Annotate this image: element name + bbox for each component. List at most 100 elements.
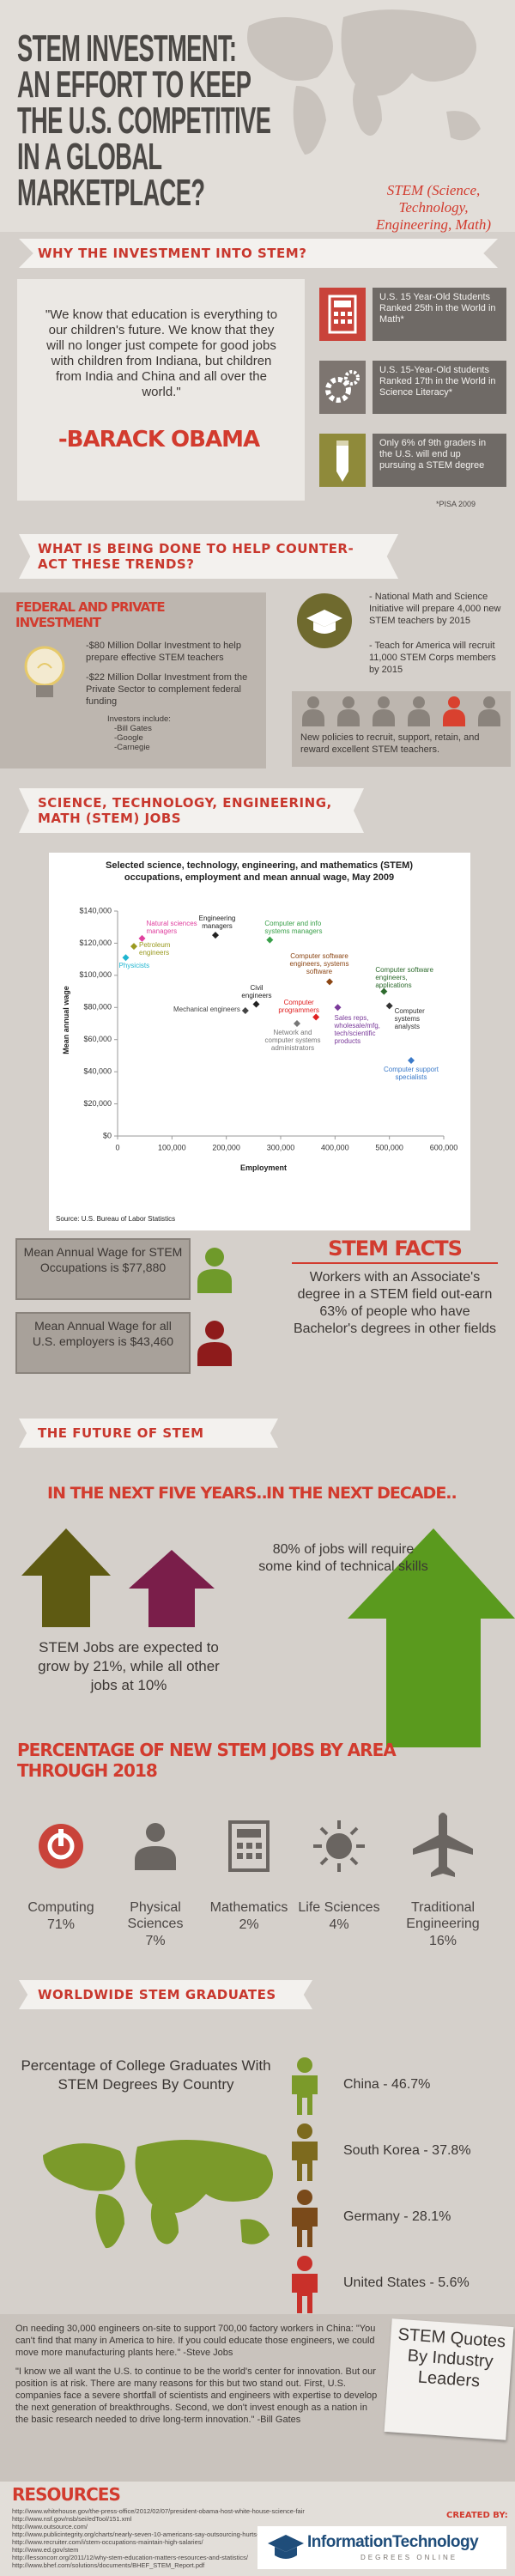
program: - National Math and Science Initiative w…: [369, 592, 501, 626]
teacher-body: [478, 709, 500, 726]
area-icons: [39, 1813, 473, 1877]
person-head: [297, 2123, 312, 2139]
investors: Investors include: -Bill Gates -Google -…: [107, 714, 171, 752]
country-label: Germany - 28.1%: [343, 2209, 451, 2224]
y-tick-label: $100,000: [79, 970, 112, 979]
scatter-chart: $0 $20,000 $40,000 $60,000 $80,000 $100,000 $1…: [49, 853, 470, 1230]
investors-title: Investors include:: [107, 714, 171, 724]
chart-source: Source: U.S. Bureau of Labor Statistics: [56, 1215, 176, 1223]
point: [212, 932, 219, 939]
icon-shape: [146, 1823, 165, 1842]
icon-shape: [129, 1550, 215, 1627]
icon-shape: [197, 1269, 232, 1293]
point: [122, 954, 130, 962]
area: Physical Sciences 7%: [104, 1899, 207, 1950]
facts-title: STEM FACTS: [292, 1236, 498, 1264]
federal-title: FEDERAL AND PRIVATE INVESTMENT: [15, 599, 166, 630]
teacher-head: [342, 696, 354, 708]
icon-shape: [135, 2140, 273, 2214]
person-head: [297, 2256, 312, 2271]
point-label: Computer programmers: [278, 998, 319, 1014]
investor: -Bill Gates: [114, 724, 152, 733]
icon-shape: [237, 1853, 243, 1859]
icon-shape: [237, 1829, 261, 1838]
icon-shape: [319, 1856, 329, 1866]
icon-shape: [293, 86, 326, 155]
area-share: 71%: [46, 1917, 76, 1932]
subtitle: STEM (Science, Technology, Engineering, …: [375, 182, 492, 233]
icon-shape: [313, 622, 336, 634]
icon-shape: [197, 1342, 232, 1366]
point: [252, 1000, 260, 1008]
icon-shape: [334, 301, 351, 307]
wage-box: Mean Annual Wage for all U.S. employers …: [15, 1312, 191, 1374]
teacher-body: [337, 709, 360, 726]
point-label: Computer support specialists: [383, 1066, 439, 1082]
gears-icon: [319, 361, 366, 414]
person-body: [292, 2274, 318, 2313]
icon-shape: [413, 1813, 473, 1877]
icon-shape: [336, 440, 348, 482]
logo: InformationTechnology: [307, 2533, 479, 2551]
five-year-text: STEM Jobs are expected to grow by 21%, w…: [38, 1639, 220, 1693]
y-axis-label: Mean annual wage: [62, 986, 70, 1054]
person-body: [292, 2075, 318, 2115]
point-label: Civil engineers: [241, 983, 272, 999]
x-tick-label: 500,000: [375, 1143, 403, 1151]
logo-sub: DEGREES ONLINE: [360, 2554, 458, 2561]
footnote: *PISA 2009: [436, 500, 476, 508]
title: STEM INVESTMENT: AN EFFORT TO KEEP THE U…: [17, 30, 426, 212]
point: [266, 936, 274, 944]
icon-shape: [256, 1843, 262, 1849]
icon-shape: [150, 2198, 179, 2245]
x-tick-label: 300,000: [267, 1143, 295, 1151]
point-label: Natural sciences managers: [146, 919, 197, 935]
resource-link: http://www.ed.gov/stem: [12, 2546, 79, 2554]
icon-shape: [237, 1843, 243, 1849]
icon-shape: [326, 1833, 352, 1859]
country-label: South Korea - 37.8%: [343, 2143, 471, 2158]
area: Mathematics 2%: [197, 1899, 300, 1934]
resource-link: http://www.outsource.com/: [12, 2523, 88, 2530]
teacher-icons: [302, 696, 500, 726]
icon-shape: [275, 2547, 297, 2559]
decade-arrow: [348, 1528, 515, 1747]
investor: -Carnegie: [114, 743, 150, 752]
icon-shape: [348, 312, 352, 316]
section-heading: WORLDWIDE STEM GRADUATES: [19, 1980, 312, 2009]
icon-shape: [39, 1824, 83, 1868]
icon-shape: [328, 295, 357, 334]
icon-shape: [336, 440, 348, 446]
area: Computing 71%: [9, 1899, 112, 1934]
y-tick-label: $40,000: [83, 1067, 112, 1076]
wage-box: Mean Annual Wage for STEM Occupations is…: [15, 1238, 191, 1300]
y-tick-label: $0: [103, 1131, 112, 1139]
title-line: AN EFFORT TO KEEP: [17, 64, 251, 106]
point: [408, 1057, 415, 1065]
x-tick-label: 400,000: [321, 1143, 349, 1151]
program: - Teach for America will recruit 11,000 …: [369, 641, 496, 675]
point: [312, 1013, 320, 1021]
logo-icon: [268, 2535, 304, 2559]
person-body: [292, 2142, 318, 2181]
country-person: [292, 2123, 318, 2181]
resource-link: http://www.whitehouse.gov/the-press-offi…: [12, 2507, 305, 2515]
icon-shape: [43, 2143, 125, 2191]
quote-paragraph: "I know we all want the U.S. to continue…: [15, 2366, 378, 2425]
investor: -Google: [114, 733, 143, 743]
icon-shape: [24, 646, 65, 687]
icon-shape: [306, 610, 342, 627]
icon-shape: [348, 319, 352, 324]
icon-shape: [205, 1248, 224, 1267]
fact: Only 6% of 9th graders in the U.S. will …: [373, 434, 506, 487]
point-label: Computer systems analysts: [394, 1007, 425, 1031]
teacher-body: [373, 709, 395, 726]
area-title: PERCENTAGE OF NEW STEM JOBS BY AREA THRO…: [17, 1740, 397, 1781]
point-label: Physicists: [118, 962, 150, 970]
quote-author: -BARACK OBAMA: [58, 427, 260, 453]
teacher-head: [413, 696, 425, 708]
person-icon: [197, 1248, 232, 1293]
icon-shape: [268, 2535, 304, 2552]
area-name: Computing: [27, 1900, 94, 1915]
